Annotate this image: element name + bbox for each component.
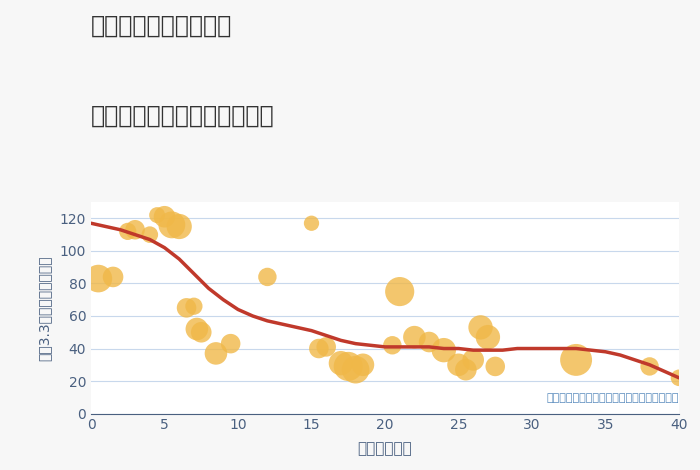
- Point: [461, 366, 472, 374]
- Point: [181, 304, 192, 312]
- Text: 築年数別中古マンション価格: 築年数別中古マンション価格: [91, 103, 274, 127]
- Text: 円の大きさは、取引のあった物件面積を示す: 円の大きさは、取引のあった物件面積を示す: [547, 393, 679, 403]
- Point: [151, 212, 162, 219]
- Point: [570, 356, 582, 364]
- Point: [144, 231, 155, 238]
- Point: [394, 288, 405, 295]
- Point: [262, 273, 273, 281]
- Point: [673, 374, 685, 382]
- Point: [314, 345, 325, 352]
- Point: [475, 324, 486, 331]
- Point: [409, 333, 420, 341]
- Point: [167, 221, 178, 228]
- Point: [159, 213, 170, 220]
- Y-axis label: 坪（3.3㎡）単価（万円）: 坪（3.3㎡）単価（万円）: [37, 255, 51, 360]
- Point: [453, 361, 464, 368]
- Point: [108, 273, 119, 281]
- Point: [350, 366, 361, 374]
- Point: [195, 329, 207, 336]
- X-axis label: 築年数（年）: 築年数（年）: [358, 441, 412, 456]
- Point: [174, 223, 185, 230]
- Text: 兵庫県姫路市書写台の: 兵庫県姫路市書写台の: [91, 14, 232, 38]
- Point: [358, 361, 369, 368]
- Point: [321, 343, 332, 351]
- Point: [225, 340, 237, 347]
- Point: [210, 350, 221, 357]
- Point: [92, 275, 104, 282]
- Point: [343, 363, 354, 370]
- Point: [386, 342, 398, 349]
- Point: [424, 338, 435, 346]
- Point: [306, 219, 317, 227]
- Point: [122, 227, 133, 235]
- Point: [130, 226, 141, 234]
- Point: [438, 346, 449, 354]
- Point: [188, 303, 199, 310]
- Point: [482, 333, 493, 341]
- Point: [191, 325, 202, 333]
- Point: [335, 360, 346, 367]
- Point: [468, 356, 479, 364]
- Point: [644, 363, 655, 370]
- Point: [490, 363, 501, 370]
